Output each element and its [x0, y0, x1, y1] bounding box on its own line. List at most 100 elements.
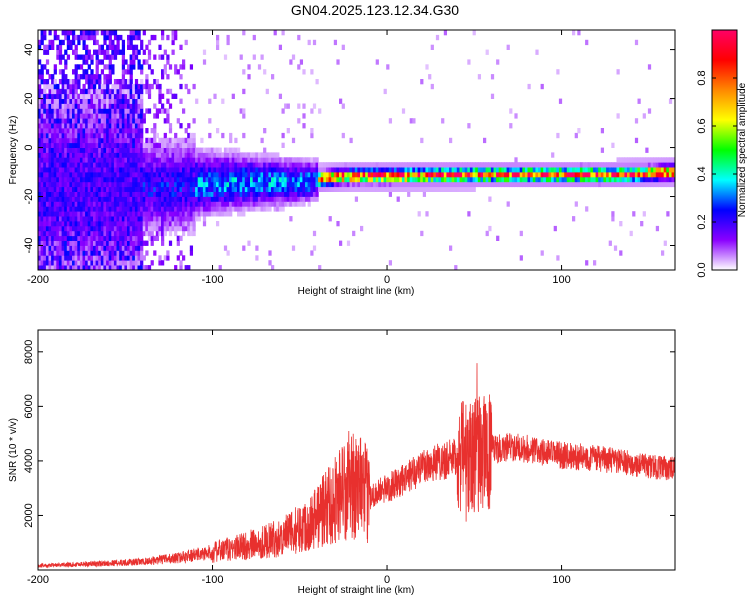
spectrogram-cell — [43, 201, 47, 207]
spectrogram-cell — [341, 181, 345, 188]
spectrogram-cell — [197, 216, 201, 222]
spectrogram-cell — [234, 162, 238, 168]
spectrogram-cell — [535, 172, 539, 178]
spectrogram-cell — [297, 172, 301, 178]
spectrogram-cell — [58, 128, 63, 134]
spectrogram-cell — [216, 221, 220, 227]
spectrogram-cell — [43, 250, 47, 256]
spectrogram-cell — [653, 176, 657, 183]
spectrogram-cell — [257, 64, 262, 70]
spectrogram-cell — [137, 211, 141, 217]
spectrogram-cell — [72, 186, 76, 192]
spectrogram-cell — [297, 34, 301, 41]
spectrogram-cell — [642, 113, 646, 119]
spectrogram-cell — [58, 137, 63, 144]
spectrogram-cell — [346, 186, 351, 192]
spectrogram-cell — [134, 216, 139, 222]
spectrogram-cell — [268, 250, 272, 256]
spectrogram-cell — [127, 64, 131, 70]
spectrogram-cell — [129, 206, 133, 212]
spectrogram-cell — [302, 191, 306, 197]
spectrogram-cell — [72, 230, 76, 237]
spectrogram-cell — [161, 54, 165, 60]
spectrogram-cell — [182, 167, 186, 173]
spectrogram-cell — [100, 108, 105, 114]
spectrogram-cell — [64, 167, 68, 173]
spectrogram-cell — [64, 132, 68, 139]
spectrogram-cell — [53, 147, 57, 153]
spectrogram-cell — [208, 152, 212, 158]
spectrogram-cell — [98, 181, 102, 188]
spectrogram-cell — [142, 113, 146, 119]
spectrogram-cell — [119, 34, 123, 41]
spectrogram-cell — [95, 118, 99, 124]
spectrogram-cell — [43, 142, 47, 148]
spectrogram-cell — [38, 235, 42, 241]
spectrogram-cell — [77, 34, 81, 41]
spectrogram-cell — [341, 172, 345, 178]
spectrogram-cell — [642, 162, 646, 168]
spectrogram-cell — [490, 74, 495, 80]
spectrogram-cell — [111, 260, 115, 266]
spectrogram-cell — [140, 69, 144, 75]
spectrogram-cell — [116, 191, 120, 197]
spectrogram-cell — [498, 162, 502, 168]
spectrogram-cell — [48, 44, 52, 50]
spectrogram-cell — [127, 201, 131, 207]
spectrogram-cell — [137, 186, 141, 192]
spectrogram-cell — [166, 255, 170, 261]
spectrogram-cell — [129, 132, 133, 139]
spectrogram-cell — [79, 255, 84, 261]
spectrogram-cell — [593, 260, 597, 266]
spectrogram-cell — [87, 260, 91, 266]
spectrogram-cell — [213, 93, 217, 99]
spectrogram-cell — [519, 181, 523, 188]
spectrogram-cell — [132, 211, 136, 217]
spectrogram-cell — [553, 225, 557, 232]
spectrogram-cell — [624, 176, 628, 183]
spectrogram-cell — [108, 216, 112, 222]
spectrogram-cell — [69, 221, 73, 227]
spectrogram-cell — [90, 118, 94, 124]
spectrogram-cell — [271, 167, 275, 173]
spectrogram-cell — [449, 176, 453, 183]
spectrogram-cell — [192, 83, 196, 90]
spectrogram-cell — [56, 167, 60, 173]
spectrogram-cell — [98, 128, 102, 134]
spectrogram-cell — [72, 49, 76, 55]
spectrogram-cell — [77, 39, 81, 46]
spectrogram-cell — [462, 172, 466, 178]
spectrogram-cell — [247, 167, 251, 173]
spectrogram-cell — [166, 147, 170, 153]
spectrogram-cell — [58, 44, 63, 50]
spectrogram-cell — [346, 172, 351, 178]
spectrogram-cell — [53, 30, 57, 36]
spectrogram-cell — [634, 181, 639, 188]
spectrogram-cell — [79, 113, 84, 119]
spectrogram-cell — [103, 201, 107, 207]
spectrogram-cell — [95, 128, 99, 134]
spectrogram-cell — [579, 162, 584, 168]
spectrogram-cell — [74, 142, 78, 148]
spectrogram-cell — [38, 128, 42, 134]
spectrogram-cell — [58, 167, 63, 173]
spectrogram-cell — [438, 172, 442, 178]
chart-title: GN04.2025.123.12.34.G30 — [290, 2, 460, 18]
spectrogram-cell — [134, 157, 139, 163]
spectrogram-cell — [100, 142, 105, 148]
spectrogram-cell — [168, 88, 173, 95]
spectrogram-cell — [305, 167, 309, 173]
spectrogram-cell — [51, 142, 55, 148]
spectrogram-cell — [192, 147, 196, 153]
spectrogram-cell — [234, 176, 238, 183]
spectrogram-cell — [74, 260, 78, 266]
spectrogram-cell — [121, 260, 126, 266]
spectrogram-cell — [158, 88, 162, 95]
spectrogram-cell — [106, 196, 110, 202]
spectrogram-cell — [307, 201, 311, 207]
spectrogram-cell — [145, 201, 149, 207]
spectrogram-cell — [53, 98, 57, 104]
spectrogram-cell — [98, 132, 102, 139]
spectrogram-cell — [87, 142, 91, 148]
spectrogram-cell — [255, 255, 259, 261]
